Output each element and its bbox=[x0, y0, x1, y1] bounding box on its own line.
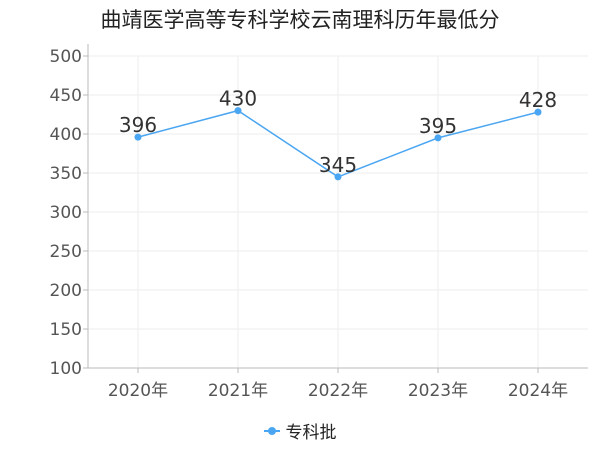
y-tick-label: 150 bbox=[50, 320, 82, 340]
chart-title: 曲靖医学高等专科学校云南理科历年最低分 bbox=[100, 8, 500, 32]
x-tick-label: 2022年 bbox=[308, 381, 368, 401]
legend-label-series: 专科批 bbox=[285, 423, 337, 443]
y-tick-label: 500 bbox=[50, 47, 82, 67]
data-point[interactable] bbox=[534, 108, 542, 116]
y-tick-label: 450 bbox=[50, 86, 82, 106]
x-tick-label: 2023年 bbox=[408, 381, 468, 401]
legend-marker-icon bbox=[263, 424, 280, 438]
legend[interactable]: 专科批 bbox=[0, 418, 600, 443]
data-label: 430 bbox=[219, 87, 257, 111]
x-tick-label: 2020年 bbox=[108, 381, 168, 401]
data-point[interactable] bbox=[134, 133, 142, 141]
x-tick-label: 2021年 bbox=[208, 381, 268, 401]
y-tick-label: 100 bbox=[50, 359, 82, 379]
data-label: 345 bbox=[319, 153, 357, 177]
data-point[interactable] bbox=[434, 134, 442, 142]
grid-lines bbox=[88, 55, 588, 368]
data-label: 395 bbox=[419, 114, 457, 138]
y-tick-label: 200 bbox=[50, 281, 82, 301]
series-layer: 396 430 345 395 428 bbox=[119, 87, 557, 181]
data-label: 428 bbox=[519, 88, 557, 112]
y-tick-label: 250 bbox=[50, 242, 82, 262]
y-tick-label: 400 bbox=[50, 125, 82, 145]
x-axis-ticks: 2020年 2021年 2022年 2023年 2024年 bbox=[108, 368, 568, 401]
y-axis-ticks: 100 150 200 250 300 350 400 450 500 bbox=[50, 47, 88, 379]
data-point[interactable] bbox=[334, 173, 342, 181]
data-label: 396 bbox=[119, 113, 157, 137]
y-tick-label: 300 bbox=[50, 203, 82, 223]
y-tick-label: 350 bbox=[50, 164, 82, 184]
data-point[interactable] bbox=[234, 107, 242, 115]
x-tick-label: 2024年 bbox=[508, 381, 568, 401]
